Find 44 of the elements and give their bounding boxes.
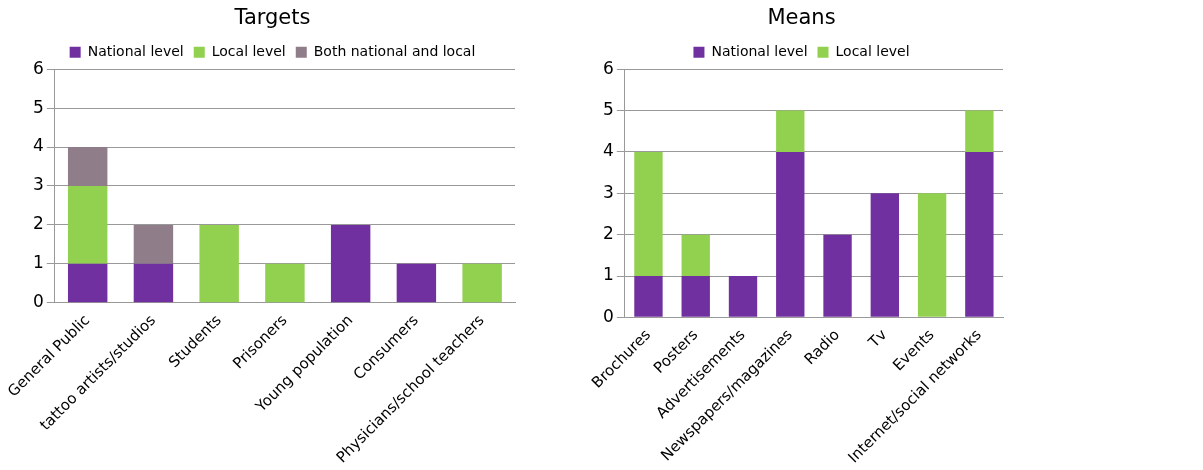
bar	[133, 224, 174, 264]
y-tick-label: 1	[602, 264, 614, 285]
bar	[330, 224, 371, 303]
bar	[728, 276, 758, 317]
chart-title: Targets	[233, 5, 311, 30]
bar	[870, 193, 899, 317]
bar	[776, 151, 805, 317]
bar	[776, 110, 805, 152]
legend-label: Local level	[211, 42, 286, 59]
bar	[396, 263, 437, 303]
y-tick-label: 6	[32, 57, 44, 78]
legend-label: Local level	[835, 42, 910, 59]
y-tick-label: 3	[32, 174, 44, 195]
bar	[634, 276, 663, 317]
y-tick-label: 4	[602, 140, 614, 161]
legend-label: National level	[87, 42, 184, 59]
bar	[965, 110, 994, 152]
bar	[67, 185, 108, 264]
y-tick-label: 3	[602, 181, 614, 202]
bar	[199, 224, 239, 303]
x-tick-label: Tv	[864, 325, 891, 352]
y-tick-label: 6	[602, 57, 614, 78]
bar	[265, 263, 305, 303]
legend-label: National level	[711, 42, 808, 59]
y-tick-label: 1	[32, 252, 44, 273]
y-tick-label: 0	[602, 305, 614, 326]
bar	[634, 151, 663, 277]
bar	[917, 193, 947, 317]
bar	[823, 234, 852, 317]
y-tick-label: 5	[602, 98, 614, 119]
bar	[965, 151, 994, 317]
bar	[67, 263, 108, 303]
bar	[681, 234, 710, 277]
y-tick-label: 2	[32, 213, 44, 234]
chart-title: Means	[767, 5, 836, 30]
y-tick-label: 2	[602, 223, 614, 244]
bar	[462, 263, 502, 303]
bar	[133, 263, 174, 303]
legend-label: Both national and local	[313, 42, 476, 59]
y-tick-label: 4	[32, 135, 44, 156]
y-tick-label: 0	[32, 291, 44, 312]
y-tick-label: 5	[32, 96, 44, 117]
bar	[681, 276, 710, 317]
bar	[67, 147, 108, 186]
